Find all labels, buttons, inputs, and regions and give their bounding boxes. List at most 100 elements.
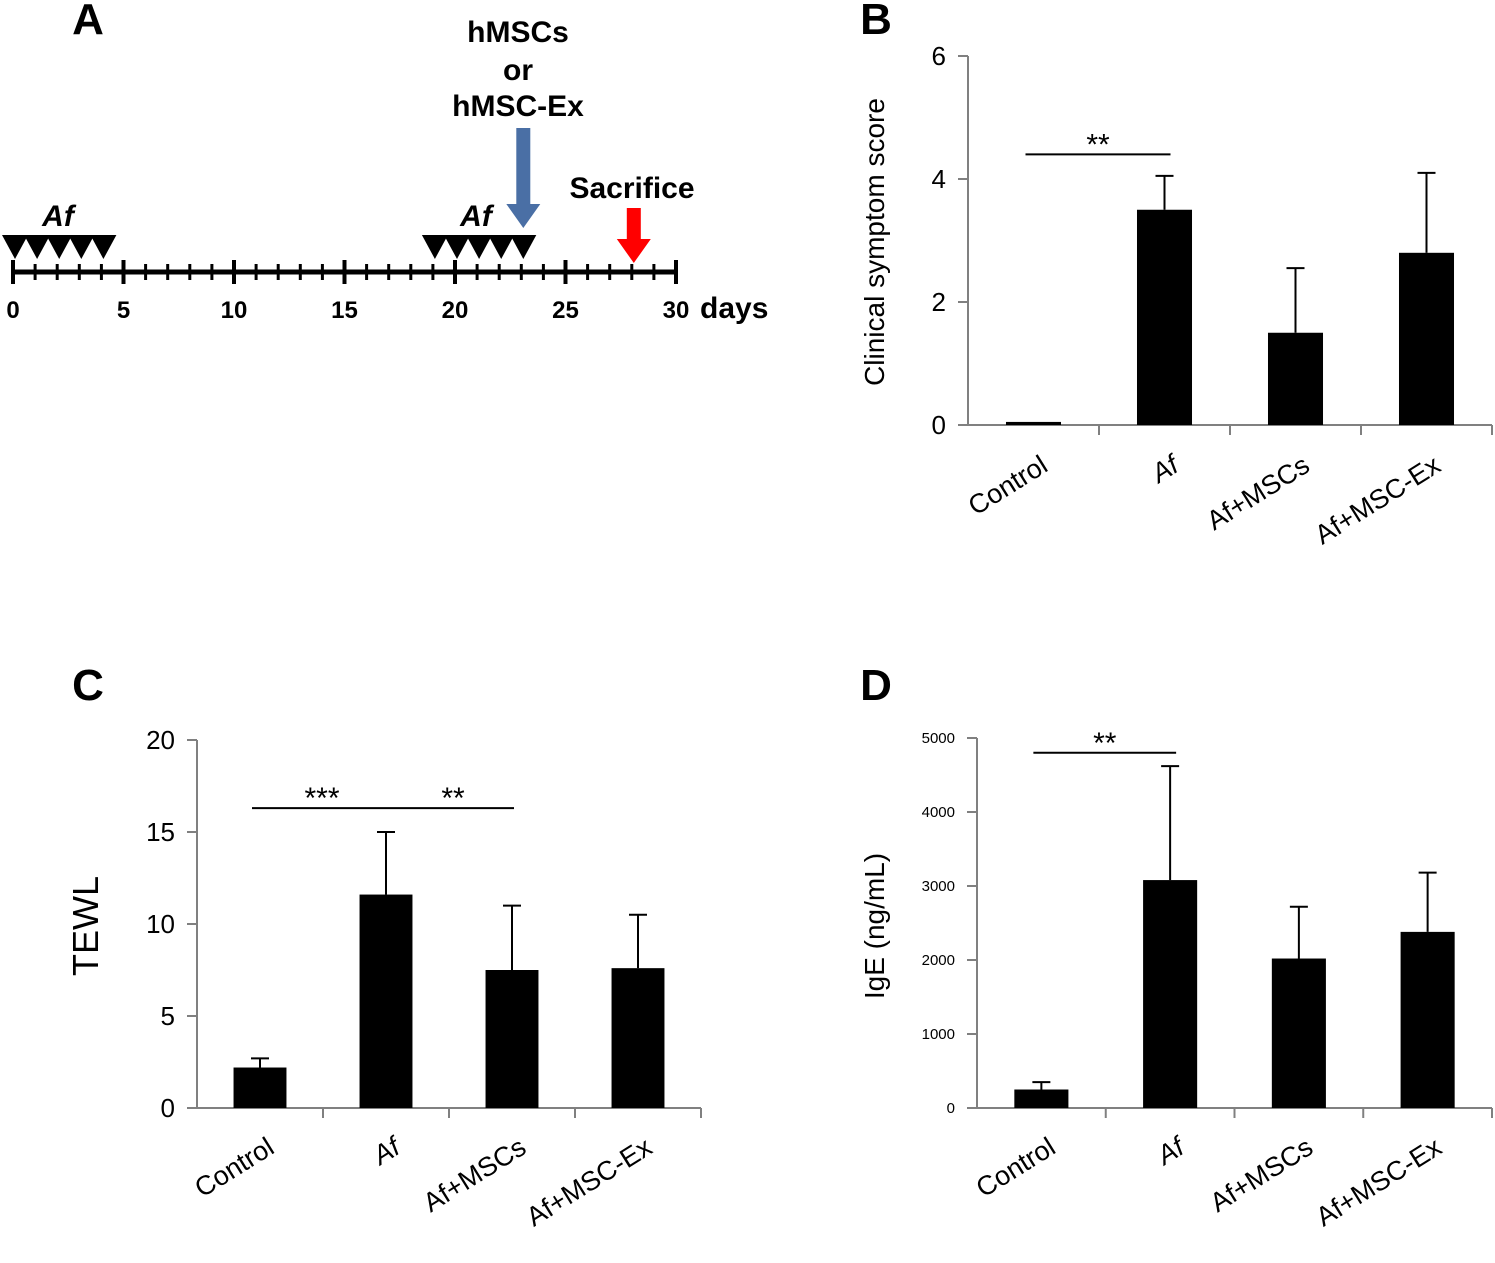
treatment-label-line-3: hMSC-Ex xyxy=(452,90,584,123)
timeline-tick-label-0: 0 xyxy=(6,297,19,324)
sacrifice-arrow-shape xyxy=(616,208,651,263)
chart-d-ytick-1000: 1000 xyxy=(922,1026,955,1043)
chart-b-xtick-af: Af xyxy=(1144,448,1185,489)
timeline-tick-labels: 0 5 10 15 20 25 30 xyxy=(6,297,689,324)
injection-marker-icon-day-1 xyxy=(24,235,51,259)
sacrifice-arrow-icon xyxy=(616,208,651,263)
first-injection-markers xyxy=(2,235,117,259)
chart-b-clinical-score: Clinical symptom score 0 2 4 6 Control A… xyxy=(859,41,1493,550)
chart-d-xtick-af: Af xyxy=(1150,1130,1191,1171)
panel-label-a: A xyxy=(72,0,104,44)
chart-d-ytick-3000: 3000 xyxy=(922,878,955,895)
chart-d-ytick-4000: 4000 xyxy=(922,804,955,821)
chart-b-y-tick-labels: 0 2 4 6 xyxy=(932,41,946,440)
timeline-minor-ticks xyxy=(11,260,678,284)
chart-c-ylabel: TEWL xyxy=(65,876,106,976)
chart-c-xtick-af-msc-ex: Af+MSC-Ex xyxy=(521,1131,658,1232)
chart-c-ytick-0: 0 xyxy=(161,1093,175,1123)
chart-c-ytick-10: 10 xyxy=(146,909,175,939)
chart-d-ige: IgE (ng/mL) 0 1000 2000 3000 4000 5000 C… xyxy=(859,727,1493,1232)
treatment-arrow-icon xyxy=(506,128,541,228)
injection-marker-icon-day-0 xyxy=(2,235,28,259)
chart-b-bar-0 xyxy=(1005,421,1062,425)
chart-c-xtick-af: Af xyxy=(366,1130,407,1171)
chart-c-x-tick-labels: Control Af Af+MSCs Af+MSC-Ex xyxy=(189,1130,657,1232)
injection-marker-icon-day-2 xyxy=(46,235,73,259)
chart-d-bar-2 xyxy=(1271,958,1326,1108)
chart-d-ylabel: IgE (ng/mL) xyxy=(859,853,890,999)
injection-marker-icon-day-22 xyxy=(488,235,515,259)
sacrifice-label: Sacrifice xyxy=(569,172,694,205)
chart-d-x-tick-labels: Control Af Af+MSCs Af+MSC-Ex xyxy=(971,1130,1447,1232)
chart-b-ytick-2: 2 xyxy=(932,287,946,317)
chart-d-xtick-af-msc-ex: Af+MSC-Ex xyxy=(1311,1131,1448,1232)
chart-d-ytick-2000: 2000 xyxy=(922,952,955,969)
treatment-label-line-2: or xyxy=(503,54,533,87)
chart-b-ytick-0: 0 xyxy=(932,410,946,440)
injection-marker-icon-day-21 xyxy=(466,235,493,259)
treatment-label-line-1: hMSCs xyxy=(467,16,569,49)
chart-c-bar-1 xyxy=(359,894,413,1108)
chart-c-significance: *** ** xyxy=(252,782,514,815)
treatment-arrow-shape xyxy=(506,128,541,228)
chart-d-bar-1 xyxy=(1143,880,1198,1108)
chart-b-significance: ** xyxy=(1025,128,1171,161)
chart-b-xtick-control: Control xyxy=(963,450,1053,522)
injection-marker-icon-day-3 xyxy=(68,235,95,259)
timeline-panel: 0 5 10 15 20 25 30 days Af Af hMSCs or h… xyxy=(2,16,768,325)
chart-d-bar-3 xyxy=(1400,931,1455,1108)
injection-marker-icon-day-4 xyxy=(90,235,117,259)
chart-b-xtick-af-mscs: Af+MSCs xyxy=(1201,450,1314,536)
chart-c-tewl: TEWL 0 5 10 15 20 Control Af Af+MSCs Af+… xyxy=(65,725,702,1232)
timeline-unit-label: days xyxy=(700,292,768,325)
chart-c-ytick-15: 15 xyxy=(146,817,175,847)
chart-c-xtick-af-mscs: Af+MSCs xyxy=(418,1132,531,1218)
chart-c-ytick-20: 20 xyxy=(146,725,175,755)
chart-d-significance: ** xyxy=(1033,727,1177,760)
chart-d-xtick-control: Control xyxy=(971,1132,1061,1204)
timeline-tick-label-10: 10 xyxy=(221,297,248,324)
chart-d-ytick-0: 0 xyxy=(947,1100,955,1117)
chart-c-bar-3 xyxy=(611,968,665,1108)
chart-b-bar-3 xyxy=(1398,252,1455,425)
chart-b-ytick-6: 6 xyxy=(932,41,946,71)
chart-d-bars xyxy=(1014,765,1455,1108)
timeline-tick-label-25: 25 xyxy=(552,297,579,324)
timeline-tick-label-15: 15 xyxy=(331,297,358,324)
chart-c-bars xyxy=(233,831,665,1108)
first-injection-label: Af xyxy=(41,200,77,233)
chart-b-bar-1 xyxy=(1136,209,1193,425)
panel-label-c: C xyxy=(72,661,104,710)
injection-marker-icon-day-23 xyxy=(510,235,537,259)
chart-d-bar-0 xyxy=(1014,1089,1069,1108)
chart-d-xtick-af-mscs: Af+MSCs xyxy=(1205,1132,1318,1218)
timeline-tick-label-30: 30 xyxy=(663,297,690,324)
chart-b-sig-label-0: ** xyxy=(1086,128,1110,161)
panel-label-b: B xyxy=(860,0,892,44)
chart-b-bar-2 xyxy=(1267,332,1324,425)
chart-c-ytick-5: 5 xyxy=(161,1001,175,1031)
chart-b-x-tick-labels: Control Af Af+MSCs Af+MSC-Ex xyxy=(963,448,1446,550)
chart-b-ylabel: Clinical symptom score xyxy=(859,98,890,386)
second-injection-markers xyxy=(421,235,537,259)
chart-b-bars xyxy=(1005,171,1455,425)
chart-c-xtick-control: Control xyxy=(189,1132,279,1204)
chart-c-sig-label-0: *** xyxy=(304,782,339,815)
injection-marker-icon-day-19 xyxy=(421,235,448,259)
chart-c-bar-0 xyxy=(233,1067,287,1108)
chart-d-sig-label-0: ** xyxy=(1093,727,1117,760)
second-injection-label: Af xyxy=(459,200,495,233)
chart-b-xtick-af-msc-ex: Af+MSC-Ex xyxy=(1310,449,1447,550)
chart-c-y-tick-labels: 0 5 10 15 20 xyxy=(146,725,175,1123)
injection-marker-icon-day-20 xyxy=(444,235,470,259)
timeline-tick-label-5: 5 xyxy=(117,297,130,324)
timeline-tick-label-20: 20 xyxy=(442,297,469,324)
chart-c-bar-2 xyxy=(485,970,539,1108)
chart-c-sig-label-1: ** xyxy=(441,782,465,815)
chart-d-y-tick-labels: 0 1000 2000 3000 4000 5000 xyxy=(922,730,955,1117)
chart-b-ytick-4: 4 xyxy=(932,164,946,194)
panel-label-d: D xyxy=(860,661,892,710)
chart-d-ytick-5000: 5000 xyxy=(922,730,955,747)
